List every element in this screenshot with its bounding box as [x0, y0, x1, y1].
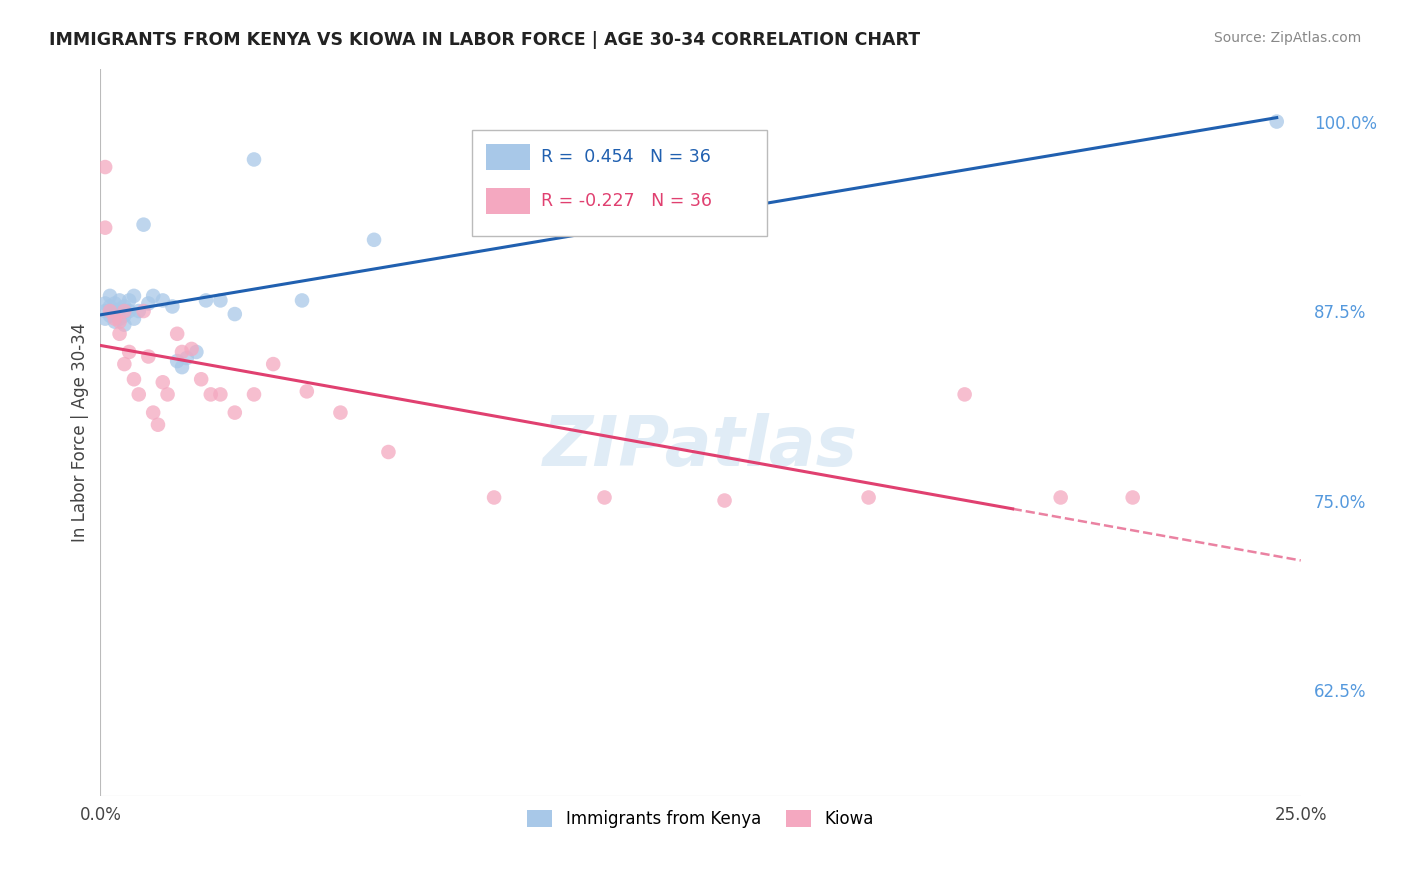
Point: [152, 376, 174, 390]
Text: Source: ZipAtlas.com: Source: ZipAtlas.com: [1213, 31, 1361, 45]
Point: [176, 351, 198, 365]
Point: [142, 406, 165, 420]
Point: [132, 304, 155, 318]
Point: [98, 300, 121, 314]
Y-axis label: In Labor Force | Age 30-34: In Labor Force | Age 30-34: [72, 323, 89, 542]
Point: [104, 311, 127, 326]
Point: [195, 293, 218, 308]
Point: [482, 491, 505, 505]
Point: [162, 300, 184, 314]
Point: [118, 293, 141, 308]
Text: R = -0.227   N = 36: R = -0.227 N = 36: [541, 192, 711, 210]
Point: [122, 289, 145, 303]
Point: [104, 315, 127, 329]
Point: [156, 387, 179, 401]
Point: [108, 311, 131, 326]
Point: [262, 357, 284, 371]
Point: [128, 304, 150, 318]
Point: [858, 491, 880, 505]
Point: [118, 304, 141, 318]
FancyBboxPatch shape: [485, 188, 530, 214]
Point: [98, 289, 121, 303]
Point: [295, 384, 318, 399]
Point: [209, 293, 232, 308]
Point: [1265, 114, 1288, 128]
Point: [190, 372, 212, 386]
Point: [98, 304, 121, 318]
Point: [200, 387, 222, 401]
Point: [186, 345, 208, 359]
Point: [108, 326, 131, 341]
Point: [1122, 491, 1144, 505]
Point: [166, 354, 188, 368]
Point: [224, 307, 246, 321]
Point: [363, 233, 385, 247]
Point: [142, 289, 165, 303]
Text: R =  0.454   N = 36: R = 0.454 N = 36: [541, 148, 711, 166]
Point: [112, 357, 135, 371]
Point: [132, 218, 155, 232]
Point: [243, 153, 266, 167]
Point: [112, 309, 135, 323]
Text: ZIPatlas: ZIPatlas: [543, 413, 858, 481]
Point: [209, 387, 232, 401]
Point: [224, 406, 246, 420]
Point: [112, 318, 135, 332]
Point: [104, 296, 127, 310]
Point: [713, 493, 735, 508]
Point: [94, 304, 117, 318]
Point: [170, 360, 193, 375]
FancyBboxPatch shape: [472, 130, 766, 235]
Point: [146, 417, 169, 432]
Point: [94, 160, 117, 174]
Point: [108, 302, 131, 317]
Legend: Immigrants from Kenya, Kiowa: Immigrants from Kenya, Kiowa: [520, 804, 880, 835]
Point: [112, 300, 135, 314]
Point: [94, 220, 117, 235]
Point: [152, 293, 174, 308]
Point: [329, 406, 352, 420]
Point: [138, 296, 160, 310]
Point: [1049, 491, 1071, 505]
Point: [122, 372, 145, 386]
Point: [122, 311, 145, 326]
Point: [377, 445, 399, 459]
Point: [243, 387, 266, 401]
Point: [953, 387, 976, 401]
Point: [112, 304, 135, 318]
Point: [166, 326, 188, 341]
Point: [108, 293, 131, 308]
Point: [170, 345, 193, 359]
Point: [98, 309, 121, 323]
Point: [291, 293, 314, 308]
Point: [104, 304, 127, 318]
Point: [180, 342, 202, 356]
Point: [108, 315, 131, 329]
Point: [94, 311, 117, 326]
Point: [128, 387, 150, 401]
Point: [94, 296, 117, 310]
Point: [118, 345, 141, 359]
Point: [138, 350, 160, 364]
FancyBboxPatch shape: [485, 145, 530, 170]
Text: IMMIGRANTS FROM KENYA VS KIOWA IN LABOR FORCE | AGE 30-34 CORRELATION CHART: IMMIGRANTS FROM KENYA VS KIOWA IN LABOR …: [49, 31, 921, 49]
Point: [593, 491, 616, 505]
